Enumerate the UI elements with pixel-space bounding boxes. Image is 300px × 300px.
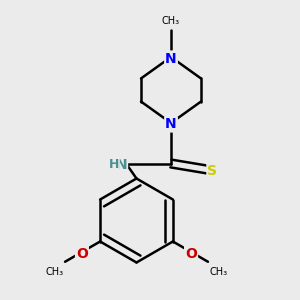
- Text: CH₃: CH₃: [162, 16, 180, 26]
- Text: N: N: [165, 52, 177, 65]
- Text: N: N: [116, 158, 127, 172]
- Text: O: O: [185, 247, 197, 260]
- Text: CH₃: CH₃: [209, 267, 228, 277]
- Text: N: N: [165, 118, 177, 131]
- Text: CH₃: CH₃: [45, 267, 64, 277]
- Text: O: O: [76, 247, 88, 260]
- Text: S: S: [207, 164, 218, 178]
- Text: H: H: [109, 158, 119, 171]
